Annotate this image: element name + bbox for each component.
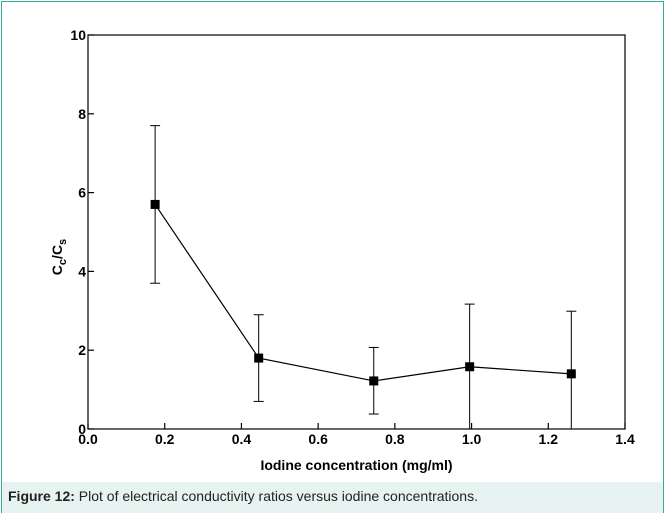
plot-frame: [87, 34, 626, 430]
y-tick-label: 10: [70, 27, 86, 43]
x-tick-label: 0.4: [232, 431, 252, 447]
y-tick-label: 6: [78, 185, 86, 201]
series: [150, 125, 577, 429]
y-axis-title-slash: /C: [49, 245, 65, 259]
caption-label: Figure 12:: [8, 488, 75, 504]
x-tick-label: 0.2: [155, 431, 175, 447]
data-point: [566, 369, 576, 379]
y-axis: 0 2 4 6 8 10: [70, 27, 94, 437]
y-tick-label: 2: [78, 342, 86, 358]
data-point: [369, 376, 379, 386]
x-tick-label: 0.8: [385, 431, 405, 447]
caption-text: Plot of electrical conductivity ratios v…: [74, 488, 478, 504]
x-tick-label: 1.0: [462, 431, 482, 447]
data-point: [150, 199, 160, 209]
plot-area: 0 2 4 6 8 10 0.0 0.2 0.4 0.6 0.8 1.0 1.2 1.4: [70, 27, 635, 447]
data-point: [254, 353, 264, 363]
x-axis-title: Iodine concentration (mg/ml): [260, 457, 452, 473]
y-axis-title: Cc/Cs: [49, 239, 69, 275]
y-axis-title-sub2: s: [57, 239, 69, 245]
y-tick-label: 4: [78, 263, 86, 279]
chart: 0 2 4 6 8 10 0.0 0.2 0.4 0.6 0.8 1.0 1.2 1.4 Iodine …: [49, 27, 635, 473]
x-tick-label: 1.4: [615, 431, 635, 447]
y-tick-label: 8: [78, 106, 86, 122]
x-axis: 0.0 0.2 0.4 0.6 0.8 1.0 1.2 1.4: [78, 423, 635, 447]
x-tick-label: 1.2: [539, 431, 559, 447]
x-tick-label: 0.0: [78, 431, 98, 447]
data-point: [465, 362, 475, 372]
x-tick-label: 0.6: [308, 431, 328, 447]
y-tick-label: 0: [78, 421, 86, 437]
figure-caption: Figure 12: Plot of electrical conductivi…: [2, 482, 663, 513]
series-line: [154, 204, 572, 382]
y-axis-title-main: C: [49, 265, 65, 275]
y-axis-title-sub1: c: [57, 259, 69, 265]
